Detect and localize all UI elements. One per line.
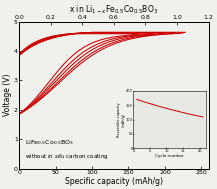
Text: LiFe$_{0.5}$Co$_{0.5}$BO$_3$: LiFe$_{0.5}$Co$_{0.5}$BO$_3$ (25, 138, 74, 147)
Y-axis label: Reversible capacity
(mAh/g): Reversible capacity (mAh/g) (117, 102, 125, 137)
Text: without $\it{in}$ $\it{situ}$ carbon coating: without $\it{in}$ $\it{situ}$ carbon coa… (25, 152, 109, 160)
X-axis label: Specific capacity (mAh/g): Specific capacity (mAh/g) (65, 177, 163, 186)
X-axis label: x in Li$_{1-x}$Fe$_{0.5}$Co$_{0.5}$BO$_3$: x in Li$_{1-x}$Fe$_{0.5}$Co$_{0.5}$BO$_3… (69, 3, 158, 16)
X-axis label: Cycle number: Cycle number (155, 154, 184, 158)
Y-axis label: Voltage (V): Voltage (V) (3, 74, 12, 116)
